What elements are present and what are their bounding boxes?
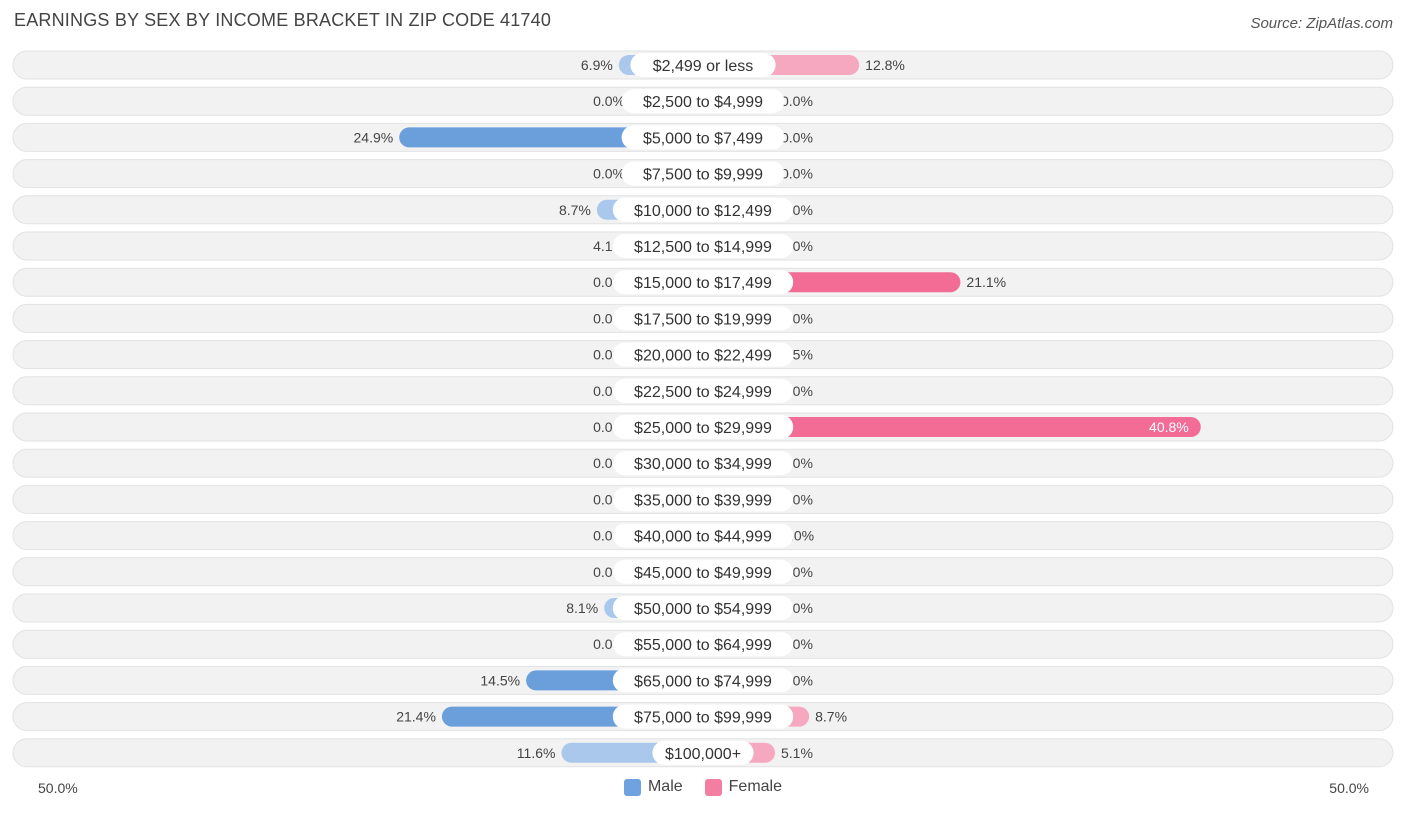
category-pill [612,559,794,584]
male-value-label: 0.0% [593,166,625,182]
male-value-label: 21.4% [396,709,436,725]
legend-label-male: Male [647,778,683,795]
category-label: $2,499 or less [653,58,754,75]
female-value-label: 5.1% [781,745,813,761]
category-pill [652,740,754,765]
category-pill [612,234,794,258]
category-pill [612,487,794,512]
category-pill [612,342,794,367]
category-pill [621,161,785,186]
female-value-label: 21.1% [966,274,1006,290]
category-label: $30,000 to $34,999 [634,456,772,473]
category-pill [612,378,794,403]
female-value-label: 0.0% [781,166,813,182]
chart-title: EARNINGS BY SEX BY INCOME BRACKET IN ZIP… [14,10,552,30]
category-label: $50,000 to $54,999 [634,601,772,618]
category-label: $40,000 to $44,999 [634,529,772,546]
source-note: Source: ZipAtlas.com [1250,15,1393,32]
diverging-bar-chart: 6.9% 12.8% $2,499 or less 0.0% 0.0% $2,500 to… [12,50,1394,768]
category-label: $7,500 to $9,999 [643,167,763,184]
category-label: $2,500 to $4,999 [643,94,763,111]
category-pill [621,89,785,114]
axis-right-label: 50.0% [1329,780,1369,796]
legend-item-male[interactable]: Male [623,778,683,796]
category-pill [612,415,794,439]
category-pill [621,125,785,150]
category-label: $55,000 to $64,999 [634,637,772,654]
category-pill [612,704,794,729]
female-value-label: 12.8% [865,57,905,73]
category-label: $45,000 to $49,999 [634,565,772,582]
female-value-label: 8.7% [815,709,847,725]
category-label: $5,000 to $7,499 [643,130,763,147]
category-label: $35,000 to $39,999 [634,492,772,509]
category-label: $25,000 to $29,999 [634,420,772,437]
category-pill [612,451,794,476]
category-pill [612,197,794,222]
category-label: $12,500 to $14,999 [634,239,772,256]
category-pill [612,668,794,693]
legend-item-female[interactable]: Female [704,778,783,796]
category-label: $20,000 to $22,499 [634,348,772,365]
category-label: $65,000 to $74,999 [634,673,772,690]
category-label: $17,500 to $19,999 [634,311,772,328]
category-pill [612,270,794,295]
category-label: $75,000 to $99,999 [634,710,772,727]
male-value-label: 14.5% [480,672,520,688]
female-value-label: 0.0% [781,129,813,145]
female-value-label: 40.8% [1149,419,1189,435]
male-value-label: 0.0% [593,93,625,109]
category-pill [612,632,794,657]
male-value-label: 11.6% [517,745,556,761]
category-label: $10,000 to $12,499 [634,203,772,220]
category-pill [612,306,794,331]
female-value-label: 0.0% [781,93,813,109]
male-value-label: 8.1% [566,600,598,616]
male-value-label: 8.7% [559,202,591,218]
legend-swatch-male [623,778,641,796]
category-label: $22,500 to $24,999 [634,384,772,401]
legend-swatch-female [704,778,722,796]
category-pill [612,523,794,548]
category-label: $100,000+ [665,746,741,763]
category-pill [612,596,794,620]
axis-left-label: 50.0% [38,780,78,796]
female-bar [703,417,1201,437]
category-pill [630,53,776,77]
category-label: $15,000 to $17,499 [634,275,772,292]
male-value-label: 24.9% [354,129,394,145]
male-value-label: 6.9% [581,57,613,73]
legend-label-female: Female [728,778,783,795]
legend: Male Female [0,778,1406,796]
